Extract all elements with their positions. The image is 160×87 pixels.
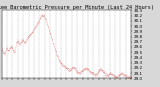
Title: Milwaukee Barometric Pressure per Minute (Last 24 Hours): Milwaukee Barometric Pressure per Minute… [0,5,154,10]
